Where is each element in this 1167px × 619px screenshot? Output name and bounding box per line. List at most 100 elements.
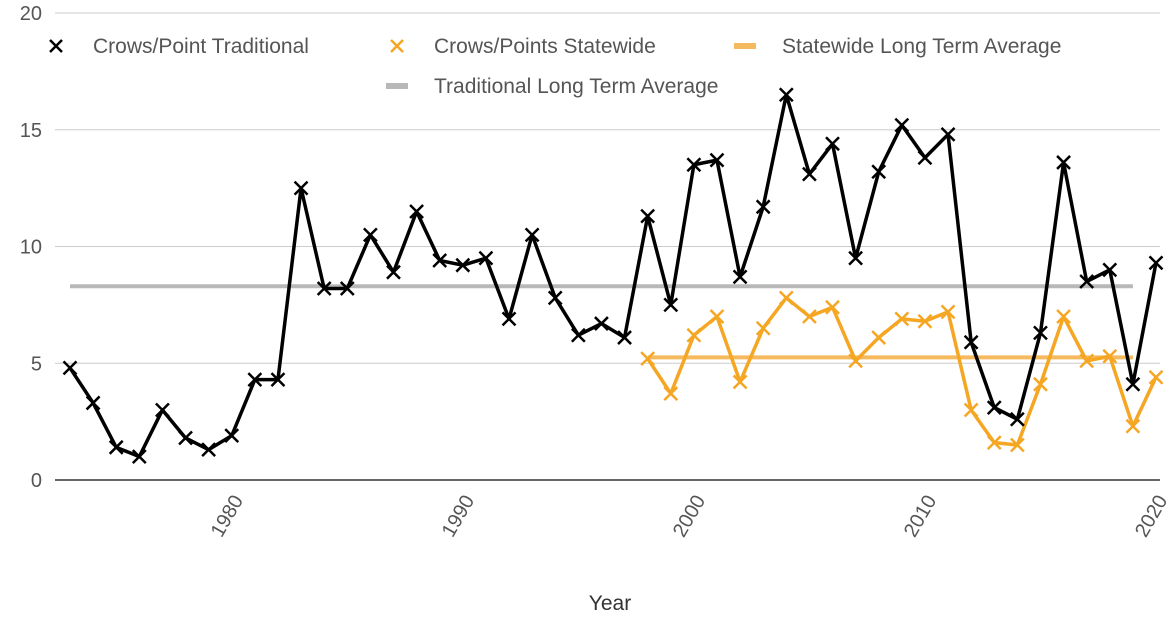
data-point-marker	[755, 320, 771, 336]
series-line	[68, 92, 1158, 459]
data-point-marker	[871, 164, 887, 180]
data-point-marker	[224, 428, 240, 444]
data-point-marker	[963, 334, 979, 350]
data-point-marker	[386, 264, 401, 280]
series-crows-points-statewide	[640, 290, 1164, 453]
data-point-marker	[663, 297, 679, 313]
data-point-marker	[709, 152, 725, 168]
data-point-marker	[594, 316, 609, 331]
y-tick-label: 15	[20, 120, 42, 142]
data-point-marker	[524, 227, 540, 243]
data-point-marker	[778, 87, 794, 103]
series-lines	[62, 87, 1164, 465]
data-point-marker	[155, 402, 170, 418]
legend-item: Statewide Long Term Average	[734, 35, 1061, 58]
data-point-marker	[1125, 418, 1141, 434]
data-point-marker	[1056, 309, 1071, 324]
data-point-marker	[917, 313, 933, 329]
data-point-marker	[917, 150, 933, 166]
data-point-marker	[963, 402, 979, 418]
data-point-marker	[1102, 262, 1118, 278]
data-point-marker	[894, 311, 910, 327]
legend-marker-x-icon	[390, 39, 404, 53]
data-point-marker	[501, 311, 517, 327]
x-axis-label: Year	[589, 592, 631, 615]
data-point-marker	[640, 208, 656, 224]
legend-label: Statewide Long Term Average	[782, 35, 1061, 58]
data-point-marker	[825, 136, 840, 152]
data-point-marker	[108, 439, 124, 455]
data-point-marker	[802, 309, 817, 324]
data-point-marker	[455, 257, 471, 273]
legend-marker-x-icon	[49, 39, 63, 53]
data-point-marker	[270, 372, 286, 387]
data-point-marker	[478, 250, 494, 266]
legend-marker-line-icon	[386, 83, 408, 89]
x-tick-label: 2020	[1131, 492, 1167, 542]
data-point-marker	[848, 250, 864, 266]
data-point-marker	[894, 117, 910, 133]
y-tick-label: 5	[31, 353, 42, 375]
data-point-marker	[732, 269, 748, 285]
data-point-marker	[1079, 274, 1095, 289]
data-point-marker	[1009, 437, 1025, 453]
y-tick-label: 10	[20, 237, 42, 259]
data-point-marker	[825, 299, 840, 315]
y-tick-label: 20	[20, 3, 42, 25]
data-point-marker	[1033, 376, 1048, 392]
data-point-marker	[547, 290, 563, 306]
data-point-marker	[1148, 369, 1164, 385]
legend-label: Crows/Points Statewide	[434, 35, 656, 58]
data-point-marker	[802, 166, 817, 182]
data-point-marker	[940, 304, 956, 320]
data-point-marker	[640, 351, 656, 366]
x-tick-label: 2010	[900, 492, 941, 542]
gridlines	[55, 12, 1160, 481]
data-point-marker	[362, 227, 378, 243]
data-point-marker	[986, 400, 1002, 415]
y-axis-ticks: 0 5 10 15 20	[20, 3, 42, 492]
data-point-marker	[1056, 155, 1071, 170]
data-point-marker	[1102, 348, 1118, 364]
data-point-marker	[1125, 376, 1141, 392]
data-point-marker	[1148, 255, 1164, 271]
data-point-marker	[709, 309, 725, 324]
data-point-marker	[986, 435, 1002, 451]
legend-marker-line-icon	[734, 43, 756, 49]
data-point-marker	[663, 386, 679, 401]
data-point-marker	[432, 253, 448, 268]
data-point-marker	[85, 395, 101, 411]
data-point-marker	[940, 127, 956, 142]
data-point-marker	[848, 353, 864, 369]
x-tick-label: 1990	[438, 491, 479, 541]
data-point-marker	[409, 204, 424, 219]
data-point-marker	[570, 327, 586, 343]
data-point-marker	[131, 449, 147, 465]
data-point-marker	[178, 430, 193, 446]
series-crows-point-traditional	[62, 87, 1164, 465]
data-point-marker	[686, 157, 702, 173]
x-tick-label: 1980	[207, 492, 248, 542]
data-point-marker	[201, 442, 217, 458]
x-axis-ticks: 1980 1990 2000 2010 2020	[207, 491, 1167, 541]
data-point-marker	[293, 180, 309, 196]
data-point-marker	[686, 327, 702, 343]
data-point-marker	[1079, 353, 1095, 369]
data-point-marker	[617, 330, 632, 345]
data-point-marker	[339, 281, 355, 296]
legend-item: Crows/Points Statewide	[390, 35, 656, 58]
legend: Crows/Point Traditional Crows/Points Stat…	[49, 35, 1061, 98]
data-point-marker	[755, 199, 771, 215]
legend-label: Traditional Long Term Average	[434, 75, 718, 98]
data-point-marker	[732, 374, 748, 390]
data-point-marker	[1009, 411, 1025, 427]
data-point-marker	[247, 372, 263, 387]
data-point-marker	[778, 290, 794, 306]
data-point-marker	[316, 281, 332, 296]
data-point-marker	[871, 330, 887, 345]
y-tick-label: 0	[31, 470, 42, 492]
data-point-marker	[62, 360, 78, 376]
legend-item: Traditional Long Term Average	[386, 75, 718, 98]
legend-item: Crows/Point Traditional	[49, 35, 309, 58]
